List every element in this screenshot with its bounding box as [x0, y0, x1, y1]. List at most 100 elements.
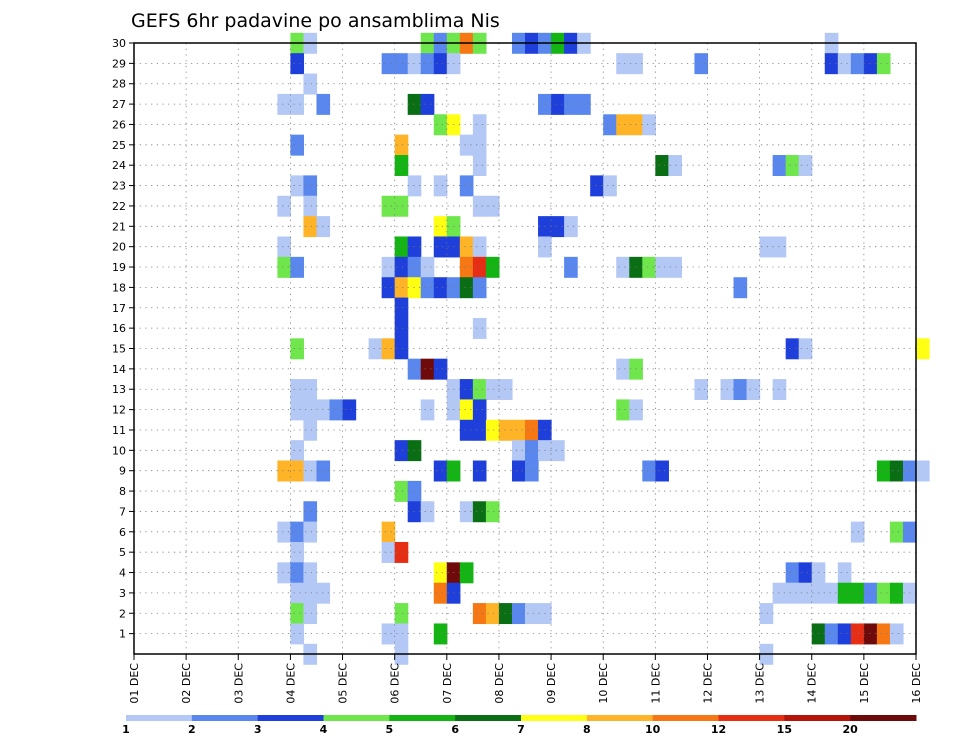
heatmap-cell [290, 256, 305, 278]
heatmap-cell [303, 195, 318, 217]
y-tick-label: 12 [112, 404, 126, 417]
heatmap-cell [433, 460, 448, 482]
heatmap-cell [290, 134, 305, 156]
colorbar-swatch [455, 715, 522, 721]
heatmap-cell [290, 379, 305, 401]
colorbar-swatch [586, 715, 654, 721]
heatmap-cell [394, 277, 409, 299]
heatmap-cell [472, 501, 487, 523]
y-tick-label: 19 [112, 261, 126, 274]
heatmap-cell [459, 256, 474, 278]
heatmap-cell [916, 338, 930, 360]
heatmap-cell [303, 582, 318, 604]
heatmap-cell [616, 53, 630, 75]
heatmap-cell [642, 114, 656, 136]
colorbar-label: 6 [451, 723, 459, 736]
heatmap-cell [290, 53, 305, 75]
colorbar-label: 12 [711, 723, 726, 736]
heatmap-cell [824, 623, 839, 645]
heatmap-cell [472, 236, 487, 258]
heatmap-cell [290, 541, 305, 563]
heatmap-cell [277, 195, 291, 217]
heatmap-cell [511, 419, 526, 441]
heatmap-cell [303, 399, 318, 421]
heatmap-cell [603, 175, 617, 197]
heatmap-cell [394, 53, 409, 75]
heatmap-cell [785, 155, 800, 176]
heatmap-cell [303, 216, 318, 238]
heatmap-cell [824, 582, 839, 604]
colorbar-label: 3 [254, 723, 262, 736]
y-tick-label: 28 [112, 78, 126, 91]
heatmap-cell [420, 53, 435, 75]
heatmap-cell [616, 114, 630, 136]
heatmap-cell [394, 623, 409, 645]
heatmap-cell [511, 460, 526, 482]
heatmap-cell [420, 256, 435, 278]
heatmap-cell [916, 460, 930, 482]
heatmap-cell [290, 603, 305, 625]
heatmap-cell [381, 623, 396, 645]
heatmap-cell [551, 216, 565, 238]
heatmap-cell [303, 460, 318, 482]
x-tick-label: 09 DEC [545, 663, 558, 704]
heatmap-cell [694, 379, 709, 401]
heatmap-cell [433, 562, 448, 584]
heatmap-cell [889, 521, 904, 543]
heatmap-cell [420, 93, 435, 115]
x-tick-label: 11 DEC [649, 663, 662, 704]
y-tick-label: 20 [112, 241, 126, 254]
y-tick-label: 3 [119, 587, 126, 600]
heatmap-cell [407, 175, 422, 197]
heatmap-cell [290, 440, 305, 462]
heatmap-cell [472, 277, 487, 299]
heatmap-cell [433, 53, 448, 75]
heatmap-cell [472, 460, 487, 482]
heatmap-cell [290, 582, 305, 604]
y-tick-label: 10 [112, 444, 126, 457]
heatmap-cell [394, 256, 409, 278]
colorbar-swatch [389, 715, 456, 721]
heatmap-cell [407, 277, 422, 299]
heatmap-cell [303, 419, 318, 441]
heatmap-cell [564, 216, 578, 238]
heatmap-cell [603, 114, 617, 136]
colorbar-swatch [718, 715, 785, 721]
colorbar: 1 2 3 4 5 6 7 8 10 12 15 20 [122, 715, 917, 736]
heatmap-cell [472, 134, 487, 156]
heatmap-cell [433, 582, 448, 604]
y-tick-label: 1 [119, 628, 126, 641]
chart-title: GEFS 6hr padavine po ansamblima Nis [131, 10, 500, 32]
heatmap-cell [498, 419, 513, 441]
y-tick-label: 16 [112, 322, 126, 335]
colorbar-swatch [191, 715, 259, 721]
heatmap-cell [290, 623, 305, 645]
heatmap-cell [277, 460, 291, 482]
heatmap-cell [394, 480, 409, 502]
y-tick-label: 2 [119, 607, 126, 620]
heatmap-cell [876, 53, 891, 75]
heatmap-cell [525, 460, 539, 482]
heatmap-cell [876, 582, 891, 604]
heatmap-cell [511, 603, 526, 625]
heatmap-cell [798, 582, 813, 604]
heatmap-cell [329, 399, 344, 421]
heatmap-cell [433, 277, 448, 299]
y-tick-label: 11 [112, 424, 126, 437]
y-tick-label: 30 [112, 37, 126, 50]
heatmap-cell [303, 562, 318, 584]
heatmap-cell [772, 379, 787, 401]
heatmap-cell [590, 175, 604, 197]
heatmap-cell [785, 582, 800, 604]
heatmap-cell [694, 53, 709, 75]
heatmap-cell [798, 155, 813, 176]
heatmap-cell [407, 256, 422, 278]
heatmap-cell [655, 460, 669, 482]
x-tick-label: 01 DEC [128, 663, 141, 704]
colorbar-swatch [784, 715, 851, 721]
y-tick-label: 14 [112, 363, 126, 376]
heatmap-cell [290, 521, 305, 543]
x-tick-label: 12 DEC [701, 663, 714, 704]
heatmap-cell [433, 236, 448, 258]
heatmap-cell [472, 317, 487, 339]
